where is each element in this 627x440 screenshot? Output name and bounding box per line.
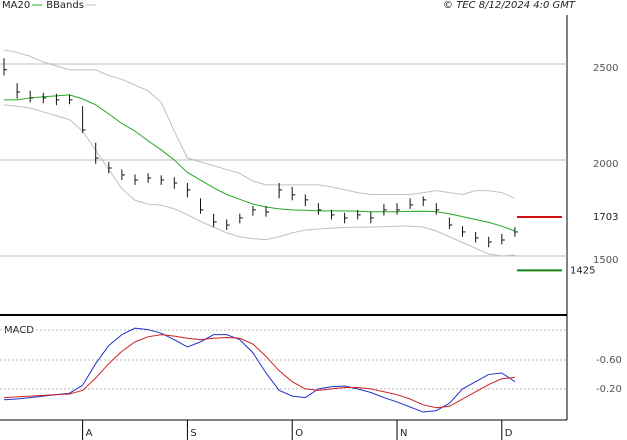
y-tick-label: -0.20 xyxy=(596,384,622,395)
y-tick-label: 2000 xyxy=(593,159,618,170)
x-tick-label: N xyxy=(400,428,407,439)
band-upper xyxy=(3,49,516,199)
macd-title: MACD xyxy=(4,325,34,336)
y-tick-label: -0.60 xyxy=(596,355,622,366)
y-tick-label: 1500 xyxy=(593,255,618,266)
y-tick-label: 2500 xyxy=(593,63,618,74)
legend-label: MA20 xyxy=(2,0,30,11)
x-tick-label: D xyxy=(505,428,513,439)
x-tick-label: A xyxy=(86,428,93,439)
x-tick-label: S xyxy=(190,428,196,439)
x-tick-label: O xyxy=(295,428,303,439)
legend-label: BBands xyxy=(46,0,84,11)
copyright: © TEC 8/12/2024 4:0 GMT xyxy=(443,0,576,11)
macd-line xyxy=(3,327,516,413)
ma-line xyxy=(4,94,516,232)
band-lower xyxy=(3,104,515,257)
level-label: 1425 xyxy=(570,265,595,276)
level-label: 1703 xyxy=(593,212,618,223)
macd-line xyxy=(3,334,515,409)
